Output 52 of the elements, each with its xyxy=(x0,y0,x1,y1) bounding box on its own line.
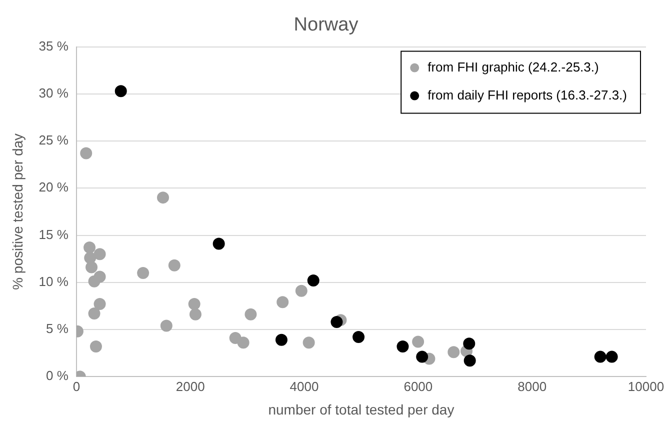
point xyxy=(463,338,476,350)
point xyxy=(606,350,618,363)
y-tick-label: 35 % xyxy=(38,38,69,54)
point xyxy=(189,308,202,320)
point xyxy=(352,331,365,344)
point xyxy=(86,261,98,274)
point xyxy=(88,307,100,320)
point xyxy=(212,238,225,250)
point xyxy=(188,298,200,310)
y-tick-label: 30 % xyxy=(38,85,69,100)
legend-label: from FHI graphic (24.2.-25.3.) xyxy=(428,59,599,74)
point xyxy=(244,308,257,320)
point xyxy=(594,350,606,363)
x-tick-label: 4000 xyxy=(290,378,319,394)
point xyxy=(416,350,428,363)
y-tick-label: 20 % xyxy=(38,180,69,195)
x-tick-label: 0 xyxy=(72,378,80,394)
point xyxy=(302,336,315,349)
y-tick-label: 0 % xyxy=(46,368,69,384)
y-tick-label: 25 % xyxy=(38,132,69,148)
point xyxy=(464,354,476,367)
x-tick-label: 6000 xyxy=(404,378,433,394)
y-tick-label: 5 % xyxy=(46,321,69,336)
point xyxy=(84,242,96,254)
point xyxy=(94,248,106,260)
point xyxy=(295,284,308,297)
point xyxy=(160,320,172,332)
point xyxy=(90,340,102,352)
point xyxy=(94,298,106,310)
point xyxy=(94,270,106,283)
point xyxy=(396,340,409,352)
chart-title: Norway xyxy=(294,14,359,36)
point xyxy=(157,192,170,204)
point xyxy=(412,336,424,348)
x-tick-label: 10000 xyxy=(628,378,664,394)
point xyxy=(330,316,343,328)
x-tick-label: 8000 xyxy=(518,378,547,394)
point xyxy=(137,266,150,279)
y-axis-title: % positive tested per day xyxy=(9,133,26,290)
y-tick-label: 10 % xyxy=(38,274,69,289)
x-axis-title: number of total tested per day xyxy=(268,401,454,418)
point xyxy=(307,274,320,286)
point xyxy=(448,346,460,358)
point xyxy=(168,259,180,272)
point xyxy=(80,147,92,160)
point xyxy=(275,334,288,346)
legend-label: from daily FHI reports (16.3.-27.3.) xyxy=(428,87,628,102)
point xyxy=(276,296,289,308)
point xyxy=(237,336,250,349)
y-tick-label: 15 % xyxy=(38,226,69,242)
x-tick-label: 2000 xyxy=(176,378,205,394)
point xyxy=(114,85,127,98)
